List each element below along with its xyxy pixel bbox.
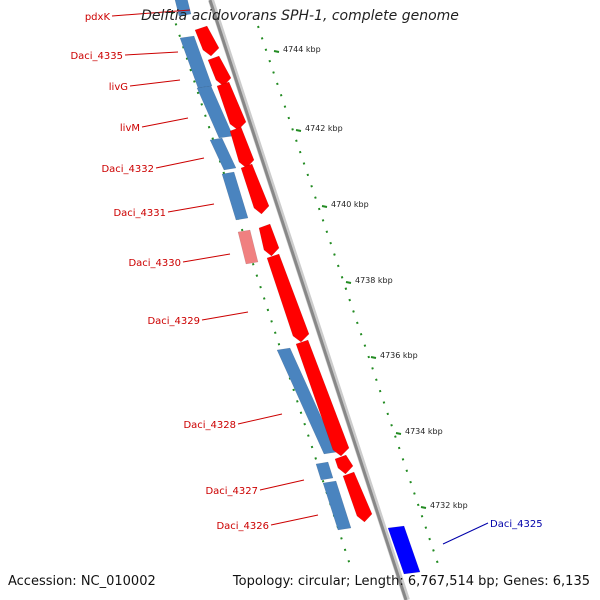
scale-tick-mark bbox=[420, 506, 427, 509]
gene-leader-line bbox=[237, 413, 283, 425]
gene-leader-line bbox=[182, 253, 231, 263]
scale-tick-mark bbox=[321, 205, 328, 208]
highlighted-cds[interactable] bbox=[387, 525, 421, 575]
gene-leader-line bbox=[442, 522, 489, 545]
forward-strand-cds[interactable] bbox=[258, 223, 280, 257]
scale-tick-label: 4742 kbp bbox=[305, 124, 343, 133]
scale-tick-mark bbox=[295, 129, 302, 132]
scale-tick-mark bbox=[345, 281, 352, 284]
reverse-strand-cds[interactable] bbox=[209, 137, 237, 171]
gene-label[interactable]: Daci_4328 bbox=[183, 420, 236, 431]
forward-strand-cds[interactable] bbox=[295, 339, 350, 457]
gene-leader-line bbox=[167, 203, 215, 213]
genome-summary-text: Topology: circular; Length: 6,767,514 bp… bbox=[232, 574, 590, 589]
gene-leader-line bbox=[124, 51, 179, 56]
gene-label[interactable]: livG bbox=[109, 82, 128, 93]
gene-label[interactable]: Daci_4335 bbox=[70, 51, 123, 62]
scale-tick-mark bbox=[370, 356, 377, 359]
scale-tick-label: 4740 kbp bbox=[331, 200, 369, 209]
gene-leader-line bbox=[201, 311, 249, 321]
scale-tick-label: 4732 kbp bbox=[430, 501, 468, 510]
gene-label[interactable]: Daci_4326 bbox=[216, 521, 269, 532]
gene-label[interactable]: Daci_4331 bbox=[113, 208, 166, 219]
accession-text: Accession: NC_010002 bbox=[8, 574, 156, 589]
gene-label[interactable]: livM bbox=[120, 123, 140, 134]
pseudo-cds[interactable] bbox=[237, 229, 259, 265]
scale-tick-label: 4734 kbp bbox=[405, 427, 443, 436]
gene-leader-line bbox=[141, 117, 189, 128]
forward-strand-cds[interactable] bbox=[342, 471, 373, 523]
reverse-strand-cds[interactable] bbox=[221, 171, 249, 221]
gene-leader-line bbox=[111, 9, 191, 17]
scale-tick-label: 4738 kbp bbox=[355, 276, 393, 285]
forward-strand-cds[interactable] bbox=[240, 163, 270, 215]
scale-tick-label: 4736 kbp bbox=[380, 351, 418, 360]
forward-strand-cds[interactable] bbox=[229, 126, 255, 169]
scale-tick-mark bbox=[273, 50, 280, 53]
scale-tick-mark bbox=[395, 432, 402, 435]
gene-label[interactable]: Daci_4325 bbox=[490, 519, 543, 530]
forward-strand-cds[interactable] bbox=[194, 25, 220, 57]
gene-leader-line bbox=[155, 157, 205, 169]
gene-label[interactable]: pdxK bbox=[85, 12, 111, 23]
tick-track-inner bbox=[171, 11, 351, 566]
reverse-strand-cds[interactable] bbox=[315, 461, 334, 481]
gene-leader-line bbox=[270, 514, 319, 526]
genome-title: Delftia acidovorans SPH-1, complete geno… bbox=[141, 8, 459, 24]
gene-leader-line bbox=[129, 79, 181, 87]
forward-strand-cds[interactable] bbox=[216, 81, 247, 131]
reverse-strand-cds[interactable] bbox=[322, 480, 352, 531]
gene-label[interactable]: Daci_4329 bbox=[147, 316, 200, 327]
gene-leader-line bbox=[259, 479, 305, 491]
scale-tick-label: 4744 kbp bbox=[283, 45, 321, 54]
reverse-strand-cds[interactable] bbox=[179, 35, 213, 89]
forward-strand-cds[interactable] bbox=[334, 454, 354, 475]
gene-label[interactable]: Daci_4327 bbox=[205, 486, 258, 497]
backbone-line-core bbox=[208, 0, 408, 600]
gene-label[interactable]: Daci_4332 bbox=[101, 164, 154, 175]
forward-strand-cds[interactable] bbox=[266, 253, 310, 343]
gene-label[interactable]: Daci_4330 bbox=[128, 258, 181, 269]
forward-strand-cds[interactable] bbox=[207, 55, 232, 87]
